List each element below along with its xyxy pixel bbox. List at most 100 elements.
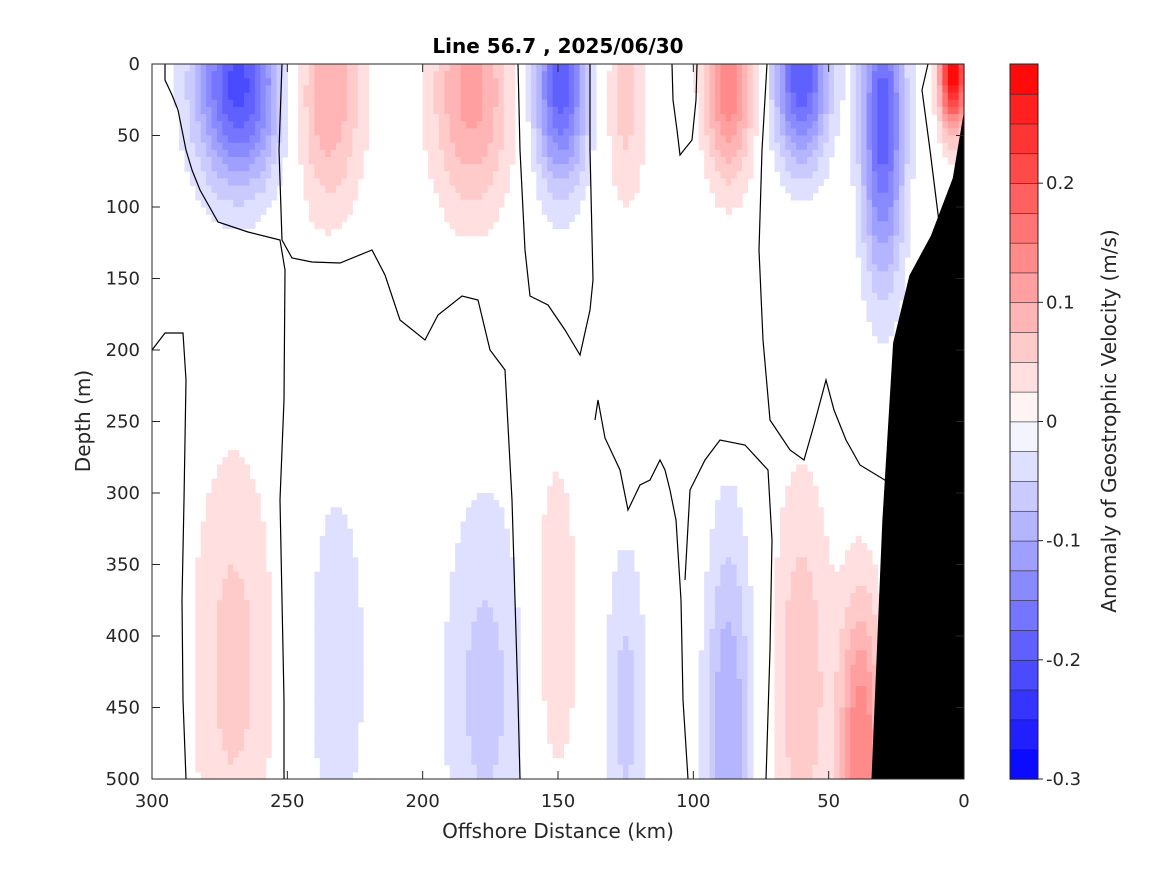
heatmap-cell — [444, 700, 451, 709]
heatmap-cell — [493, 550, 500, 558]
heatmap-cell — [444, 185, 451, 194]
heatmap-cell — [579, 71, 586, 79]
heatmap-cell — [704, 678, 711, 687]
heatmap-cell — [541, 571, 548, 580]
heatmap-cell — [200, 171, 207, 179]
heatmap-cell — [796, 121, 803, 129]
heatmap-cell — [812, 171, 819, 179]
heatmap-cell — [633, 636, 640, 644]
heatmap-cell — [720, 643, 727, 651]
heatmap-cell — [828, 614, 835, 623]
heatmap-cell — [844, 636, 851, 644]
heatmap-cell — [779, 557, 786, 566]
heatmap-cell — [363, 121, 370, 129]
heatmap-cell — [785, 128, 792, 137]
heatmap-cell — [260, 714, 267, 723]
heatmap-cell — [346, 99, 353, 108]
heatmap-cell — [812, 650, 819, 659]
heatmap-cell — [319, 207, 326, 215]
heatmap-cell — [866, 621, 873, 630]
heatmap-cell — [471, 128, 478, 137]
heatmap-cell — [704, 114, 711, 122]
heatmap-cell — [720, 521, 727, 530]
heatmap-cell — [482, 214, 489, 222]
heatmap-cell — [801, 636, 808, 644]
heatmap-cell — [444, 99, 451, 108]
heatmap-cell — [606, 664, 613, 673]
heatmap-cell — [341, 92, 348, 101]
heatmap-cell — [622, 750, 629, 759]
heatmap-cell — [861, 643, 868, 651]
heatmap-cell — [850, 614, 857, 623]
heatmap-cell — [476, 500, 483, 508]
heatmap-cell — [606, 700, 613, 709]
heatmap-cell — [195, 650, 202, 659]
heatmap-cell — [709, 149, 716, 158]
heatmap-cell — [244, 171, 251, 179]
heatmap-cell — [877, 135, 884, 144]
heatmap-cell — [736, 185, 743, 194]
heatmap-cell — [260, 550, 267, 558]
heatmap-cell — [617, 192, 624, 201]
heatmap-cell — [249, 521, 256, 530]
heatmap-cell — [503, 664, 510, 673]
heatmap-cell — [216, 693, 223, 701]
heatmap-cell — [325, 600, 332, 608]
heatmap-cell — [465, 664, 472, 673]
heatmap-cell — [249, 636, 256, 644]
heatmap-cell — [785, 71, 792, 79]
heatmap-cell — [558, 507, 565, 516]
heatmap-cell — [947, 121, 954, 129]
heatmap-cell — [233, 71, 240, 79]
heatmap-cell — [801, 78, 808, 87]
heatmap-cell — [866, 743, 873, 751]
heatmap-cell — [909, 106, 916, 115]
heatmap-cell — [812, 128, 819, 137]
heatmap-cell — [336, 707, 343, 716]
heatmap-cell — [871, 628, 878, 637]
heatmap-cell — [861, 585, 868, 594]
heatmap-cell — [222, 106, 229, 115]
heatmap-cell — [244, 478, 251, 487]
heatmap-cell — [249, 199, 256, 208]
heatmap-cell — [866, 728, 873, 737]
heatmap-cell — [211, 214, 218, 222]
heatmap-cell — [633, 628, 640, 637]
heatmap-cell — [352, 757, 359, 766]
heatmap-cell — [541, 557, 548, 566]
heatmap-cell — [341, 85, 348, 94]
heatmap-cell — [476, 557, 483, 566]
heatmap-cell — [568, 99, 575, 108]
heatmap-cell — [855, 678, 862, 687]
heatmap-cell — [893, 142, 900, 151]
heatmap-cell — [482, 521, 489, 530]
heatmap-cell — [346, 593, 353, 601]
heatmap-cell — [233, 643, 240, 651]
heatmap-cell — [785, 178, 792, 187]
heatmap-cell — [871, 600, 878, 608]
heatmap-cell — [503, 171, 510, 179]
heatmap-cell — [314, 578, 321, 587]
heatmap-cell — [774, 128, 781, 137]
heatmap-cell — [341, 78, 348, 87]
heatmap-cell — [855, 192, 862, 201]
heatmap-cell — [216, 564, 223, 573]
heatmap-cell — [547, 678, 554, 687]
heatmap-cell — [238, 114, 245, 122]
heatmap-cell — [455, 192, 462, 201]
heatmap-cell — [801, 721, 808, 730]
heatmap-cell — [346, 714, 353, 723]
heatmap-cell — [471, 614, 478, 623]
heatmap-cell — [850, 92, 857, 101]
heatmap-cell — [487, 707, 494, 716]
heatmap-cell — [861, 707, 868, 716]
heatmap-cell — [227, 743, 234, 751]
heatmap-cell — [487, 535, 494, 544]
heatmap-cell — [855, 571, 862, 580]
heatmap-cell — [238, 128, 245, 137]
heatmap-cell — [552, 507, 559, 516]
heatmap-cell — [709, 135, 716, 144]
heatmap-cell — [850, 764, 857, 773]
heatmap-cell — [888, 257, 895, 265]
heatmap-cell — [503, 164, 510, 172]
